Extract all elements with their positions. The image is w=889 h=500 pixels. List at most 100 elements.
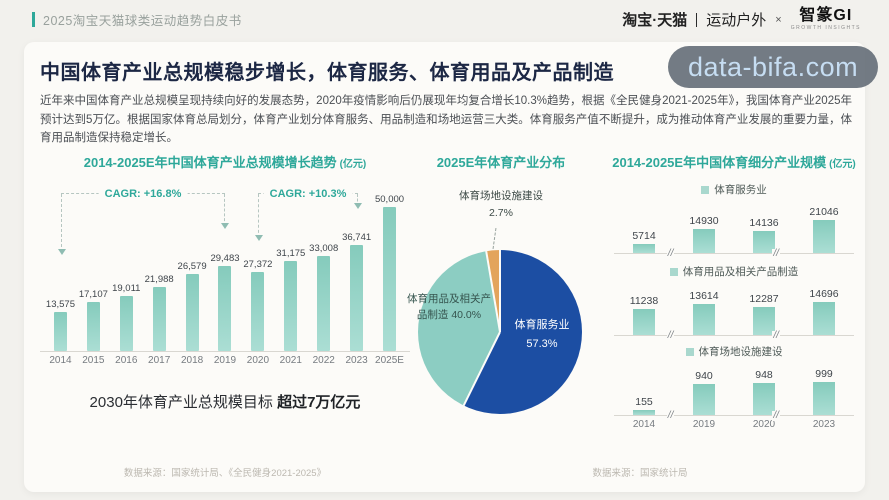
pie-label-goods-name: 体育用品及相关产品制造 (407, 293, 491, 321)
goal-statement: 2030年体育产业总规模目标 超过7万亿元 (40, 391, 410, 412)
bar (693, 304, 715, 335)
segments-chart-title: 2014-2025E年中国体育细分产业规模 (亿元) (600, 152, 868, 171)
bar-value-label: 13,575 (45, 298, 75, 310)
bar-value-label: 26,579 (177, 261, 207, 273)
bar (86, 301, 100, 351)
bar-value-label: 940 (695, 369, 713, 382)
arrow-down-icon (57, 249, 66, 259)
x-tick: 2016 (115, 355, 138, 366)
cagr-label-1: CAGR: +16.8% (98, 188, 188, 200)
bar-column: 948 (734, 361, 794, 415)
bar-value-label: 27,372 (243, 258, 273, 270)
segments-chart-title-text: 2014-2025E年中国体育细分产业规模 (612, 155, 827, 170)
legend: 体育场地设施建设 (614, 344, 854, 359)
pie-chart-section: 2025E年体育产业分布 体育场地设施建设 2.7% 体育用品及相关产品制造 4… (407, 152, 594, 442)
trend-chart-title: 2014-2025E年中国体育产业总规模增长趋势 (亿元) (40, 152, 410, 171)
trend-chart-unit: (亿元) (339, 159, 367, 170)
x-tick: 2019 (213, 355, 237, 366)
bar (633, 409, 655, 415)
x-tick: 2020 (246, 355, 270, 366)
pie-leader-line (492, 228, 497, 249)
bar (753, 307, 775, 335)
annotation-line (254, 194, 263, 241)
bar (284, 260, 298, 351)
legend: 体育服务业 (614, 182, 854, 197)
watermark: data-bifa.com (668, 46, 879, 88)
axis-break-mark: // (772, 248, 780, 259)
header-brand: 淘宝·天猫 运动户外 × 智篆GI GROWTH INSIGHTS (622, 8, 861, 31)
pie-label-services: 体育服务业 57.3% (506, 316, 578, 353)
mini-chart-venues: 体育场地设施建设 155 940 948 999 // // 2014 2019… (614, 344, 854, 430)
bar-column: 26,579 (176, 181, 209, 351)
legend-swatch (669, 267, 678, 276)
bar (251, 271, 265, 351)
annotation-line (353, 194, 362, 209)
bar-value-label: 19,011 (112, 283, 141, 295)
bar-value-label: 17,107 (78, 288, 108, 300)
x-tick: 2021 (279, 355, 302, 366)
arrow-down-icon (254, 235, 263, 245)
x-tick: 2018 (180, 355, 204, 366)
bar-column: 12287 (734, 281, 794, 335)
bar (53, 311, 67, 351)
cagr-annotation-1: CAGR: +16.8% (57, 188, 229, 255)
data-source-left: 数据来源：国家统计局、《全民健身2021-2025》 (123, 468, 327, 479)
cagr-label-2: CAGR: +10.3% (263, 188, 353, 200)
bar-column: 29,483 (209, 181, 242, 351)
bar (813, 381, 835, 415)
bar-value-label: 21,988 (144, 274, 174, 286)
axis-break-mark: // (666, 330, 675, 341)
bar-value-label: 29,483 (210, 252, 240, 264)
segments-chart-section: 2014-2025E年中国体育细分产业规模 (亿元) 体育服务业 5714 149… (600, 152, 868, 430)
bar-value-label: 13614 (689, 290, 719, 302)
goal-prefix: 2030年体育产业总规模目标 (89, 394, 278, 411)
bar-value-label: 50,000 (374, 193, 405, 205)
bar-column: 14930 (674, 199, 734, 253)
bar-value-label: 5714 (632, 229, 656, 242)
mini-bars-area: 5714 14930 14136 21046 // // (614, 199, 854, 259)
bar-value-label: 33,008 (309, 242, 339, 254)
bar (693, 383, 715, 415)
bar-column: 33,008 (307, 181, 340, 351)
mini-chart-services: 体育服务业 5714 14930 14136 21046 // // (614, 182, 854, 259)
mini-bars-area: 11238 13614 12287 14696 // // (614, 281, 854, 341)
bar-column: 31,175 (274, 181, 307, 351)
x-tick: 2025E (375, 355, 404, 366)
bar (383, 206, 397, 351)
legend-label: 体育用品及相关产品制造 (682, 266, 799, 278)
bar (753, 230, 775, 253)
x-tick: 2022 (312, 355, 335, 366)
bar-value-label: 999 (815, 367, 833, 380)
axis-break-mark: // (666, 248, 675, 259)
legend-swatch (685, 347, 694, 356)
pie-slice-divider (462, 331, 501, 406)
bar (317, 255, 331, 351)
legend-label: 体育场地设施建设 (698, 346, 783, 358)
trend-chart-title-text: 2014-2025E年中国体育产业总规模增长趋势 (83, 155, 337, 170)
axis-break-mark: // (772, 330, 780, 341)
pie-label-venues-pct: 2.7% (489, 206, 513, 219)
brand-taobao-tmall: 淘宝·天猫 (622, 12, 688, 29)
axis-break-mark: // (666, 410, 675, 421)
x-tick: 2014 (632, 419, 656, 430)
bar-column: 50,000 (373, 181, 406, 351)
legend: 体育用品及相关产品制造 (614, 264, 854, 279)
bar-value-label: 12287 (749, 293, 779, 306)
bar (813, 301, 835, 335)
pie-label-venues-name: 体育场地设施建设 (459, 190, 543, 202)
x-tick: 2020 (752, 419, 776, 430)
cagr-annotation-2: CAGR: +10.3% (254, 188, 362, 241)
brand-partner: 智篆GI GROWTH INSIGHTS (791, 8, 861, 31)
bar-value-label: 14930 (689, 215, 719, 228)
bar-column: 19,011 (110, 181, 143, 351)
bar-column: 155 (614, 361, 674, 415)
summary-paragraph: 近年来中国体育产业总规模呈现持续向好的发展态势，2020年疫情影响后仍展现年均复… (40, 95, 852, 145)
pie-label-services-pct: 57.3% (526, 337, 558, 350)
bar (813, 219, 835, 253)
arrow-down-icon (220, 223, 229, 233)
bar (218, 265, 232, 351)
bar-column: 13614 (674, 281, 734, 335)
header-left: 2025淘宝天猫球类运动趋势白皮书 (32, 10, 242, 29)
bar-column: 14136 (734, 199, 794, 253)
